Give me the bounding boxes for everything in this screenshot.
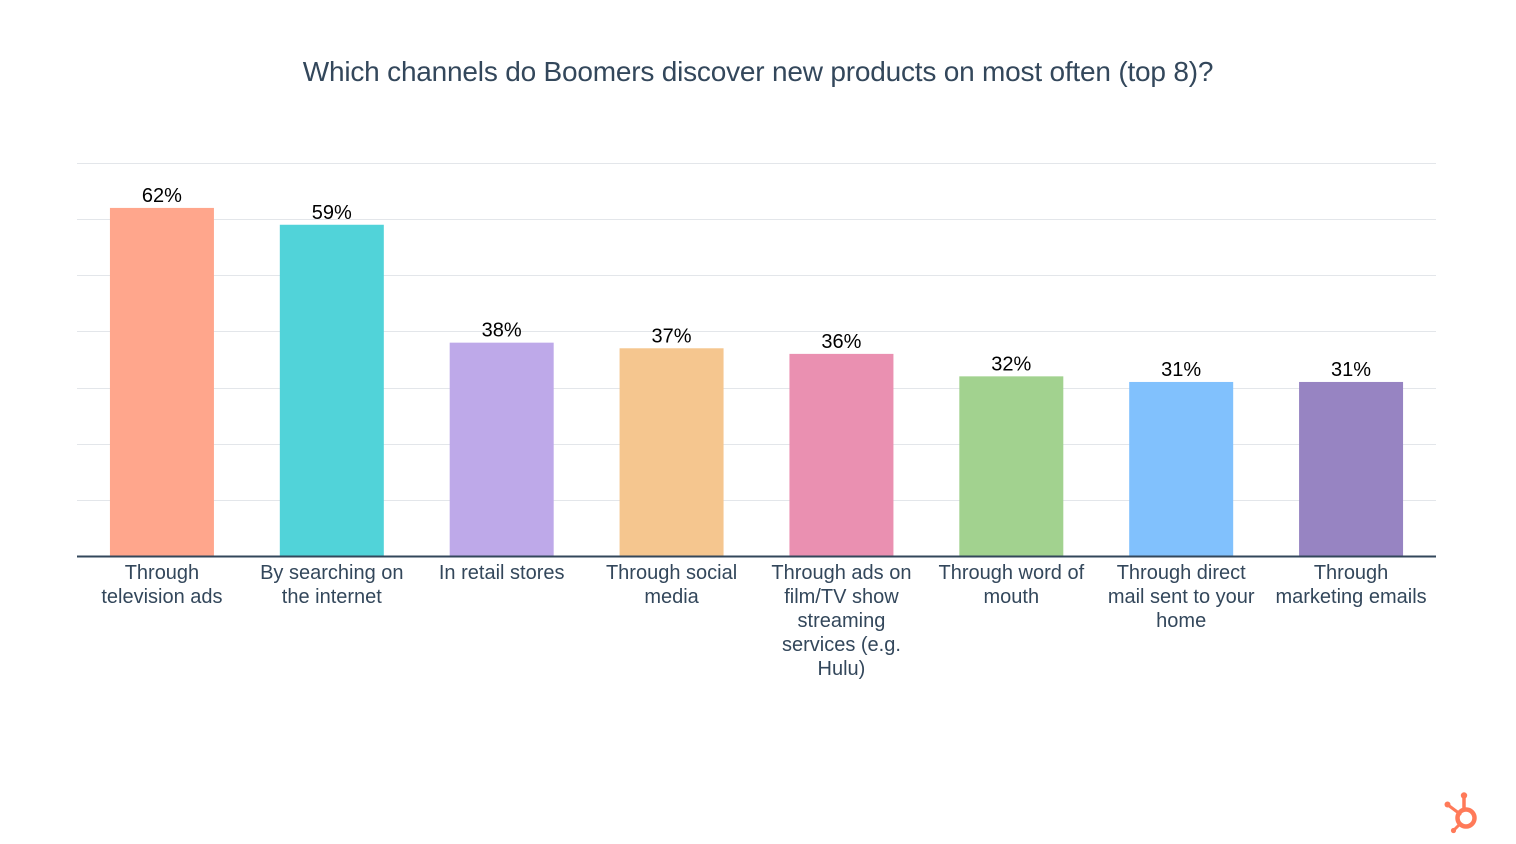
bar [449,342,554,556]
value-label: 59% [312,202,352,224]
category-label: Through television ads [101,562,223,608]
category-label: Through marketing emails [1275,562,1427,608]
category-label: Through social media [605,562,738,608]
bar [1299,381,1404,556]
value-label: 62% [142,185,182,207]
bar [279,224,384,556]
bar [789,353,894,556]
category-label: By searching on the internet [260,562,404,608]
value-labels: 62% 59% 38% 37% 36% 32% 31% 31% [142,185,1371,381]
value-label: 36% [821,331,861,353]
chart-title: Which channels do Boomers discover new p… [302,56,1214,87]
bar [109,207,214,556]
bar [1129,381,1234,556]
value-label: 37% [652,325,692,347]
bars [109,207,1404,556]
category-label: In retail stores [438,562,565,584]
value-label: 31% [1331,359,1371,381]
bar [959,376,1064,556]
category-label: Through ads on film/TV show streaming se… [771,562,912,680]
value-label: 32% [991,353,1031,375]
value-label: 38% [482,320,522,342]
bar [619,348,724,556]
category-label: Through direct mail sent to your home [1107,562,1255,632]
hubspot-sprocket-icon [1444,792,1477,834]
category-label: Through word of mouth [938,562,1085,608]
value-label: 31% [1161,359,1201,381]
